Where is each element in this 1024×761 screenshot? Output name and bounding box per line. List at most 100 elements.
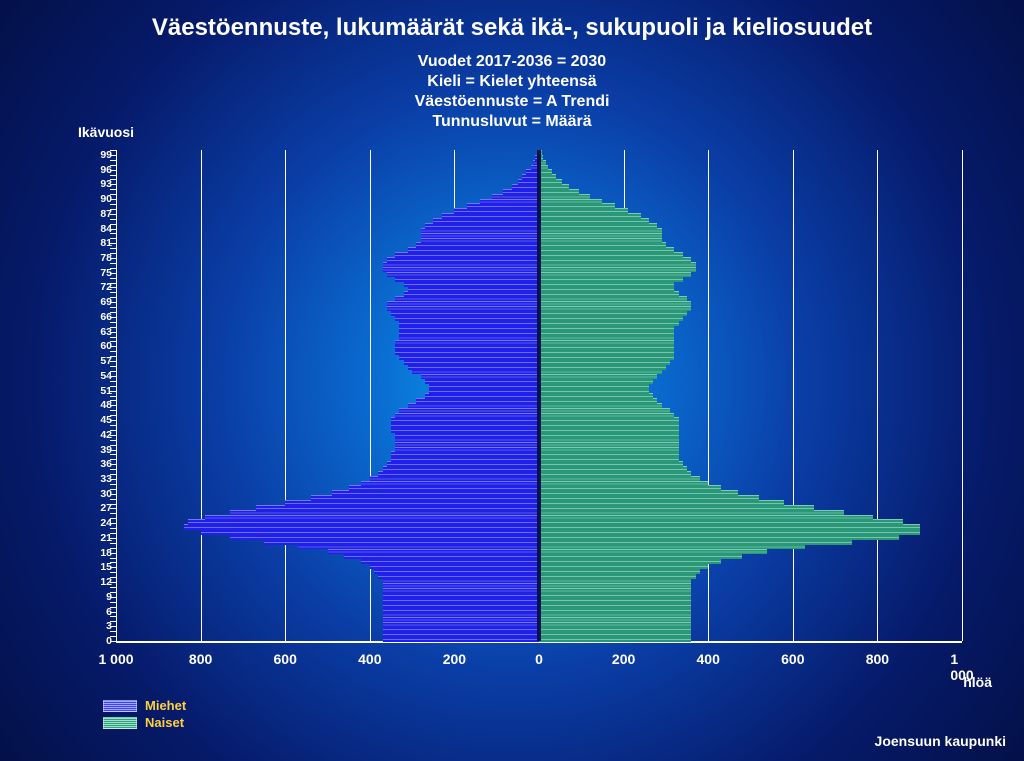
bar-male xyxy=(383,578,540,584)
bar-male xyxy=(492,194,539,200)
bar-female xyxy=(539,247,674,253)
bar-male xyxy=(425,378,539,384)
bar-male xyxy=(184,524,539,530)
bar-female xyxy=(539,476,700,482)
bar-male xyxy=(404,281,539,287)
x-tick-label: 800 xyxy=(189,651,212,667)
bar-female xyxy=(539,471,691,477)
bar-male xyxy=(391,456,539,462)
bar-female xyxy=(539,437,679,443)
bar-male xyxy=(378,471,539,477)
bar-male xyxy=(442,213,539,219)
subtitle-line: Kieli = Kielet yhteensä xyxy=(0,72,1024,92)
bar-male xyxy=(387,306,539,312)
bar-female xyxy=(539,408,670,414)
bar-female xyxy=(539,481,708,487)
bar-female xyxy=(539,578,691,584)
bar-female xyxy=(539,320,679,326)
bar-male xyxy=(391,417,539,423)
bar-female xyxy=(539,495,759,501)
bar-male xyxy=(395,437,539,443)
bar-male xyxy=(421,228,539,234)
bar-male xyxy=(395,344,539,350)
bar-female xyxy=(539,359,670,365)
bar-female xyxy=(539,252,683,258)
bar-male xyxy=(425,223,539,229)
bar-female xyxy=(539,636,691,642)
bar-male xyxy=(383,617,540,623)
bar-female xyxy=(539,301,691,307)
bar-male xyxy=(383,583,540,589)
bar-male xyxy=(230,534,539,540)
bar-male xyxy=(188,519,539,525)
bar-female xyxy=(539,432,679,438)
bar-female xyxy=(539,461,683,467)
bar-female xyxy=(539,422,679,428)
bar-female xyxy=(539,213,641,219)
bar-female xyxy=(539,626,691,632)
bar-male xyxy=(383,592,540,598)
bar-female xyxy=(539,364,666,370)
bar-male xyxy=(454,208,539,214)
subtitle-line: Väestöennuste = A Trendi xyxy=(0,92,1024,112)
x-tick-label: 1 000 xyxy=(98,651,133,667)
bar-female xyxy=(539,631,691,637)
bar-female xyxy=(539,315,683,321)
bar-male xyxy=(378,573,539,579)
chart-title: Väestöennuste, lukumäärät sekä ikä-, suk… xyxy=(0,14,1024,42)
bar-male xyxy=(425,393,539,399)
bar-female xyxy=(539,349,674,355)
bar-male xyxy=(512,184,539,190)
bar-female xyxy=(539,267,696,273)
bar-male xyxy=(421,374,539,380)
bar-male xyxy=(518,179,539,185)
bar-male xyxy=(421,233,539,239)
legend-label-female: Naiset xyxy=(145,715,184,730)
bar-female xyxy=(539,369,662,375)
bar-male xyxy=(387,257,539,263)
bar-female xyxy=(539,388,649,394)
bar-female xyxy=(539,413,674,419)
legend-item-female: Naiset xyxy=(103,715,186,730)
bar-male xyxy=(383,602,540,608)
bar-male xyxy=(256,505,539,511)
plot-area xyxy=(116,150,962,643)
bar-male xyxy=(391,422,539,428)
bar-male xyxy=(298,544,539,550)
bar-male xyxy=(416,398,539,404)
bar-male xyxy=(387,301,539,307)
bar-male xyxy=(383,262,540,268)
bar-female xyxy=(539,592,691,598)
bar-female xyxy=(539,597,691,603)
bar-female xyxy=(539,393,653,399)
bar-male xyxy=(408,403,539,409)
x-axis-tick-labels: 1 00080060040020002004006008001 000 xyxy=(116,651,962,671)
bar-female xyxy=(539,563,708,569)
bar-male xyxy=(311,495,539,501)
x-tick-label: 200 xyxy=(612,651,635,667)
bar-male xyxy=(387,272,539,278)
bar-female xyxy=(539,456,679,462)
bar-female xyxy=(539,306,691,312)
bar-male xyxy=(467,203,539,209)
x-tick-label: 200 xyxy=(443,651,466,667)
bar-female xyxy=(539,378,653,384)
bar-female xyxy=(539,179,562,185)
bar-female xyxy=(539,485,721,491)
bar-female xyxy=(539,622,691,628)
bar-female xyxy=(539,374,657,380)
bar-female xyxy=(539,427,679,433)
legend-item-male: Miehet xyxy=(103,698,186,713)
bar-male xyxy=(429,383,539,389)
bar-female xyxy=(539,529,920,535)
bar-female xyxy=(539,617,691,623)
bar-female xyxy=(539,519,903,525)
bar-female xyxy=(539,296,687,302)
bar-male xyxy=(349,485,539,491)
bar-female xyxy=(539,549,767,555)
bar-female xyxy=(539,505,814,511)
bar-female xyxy=(539,490,738,496)
bar-male xyxy=(399,354,539,360)
bar-female xyxy=(539,223,657,229)
bar-male xyxy=(391,427,539,433)
